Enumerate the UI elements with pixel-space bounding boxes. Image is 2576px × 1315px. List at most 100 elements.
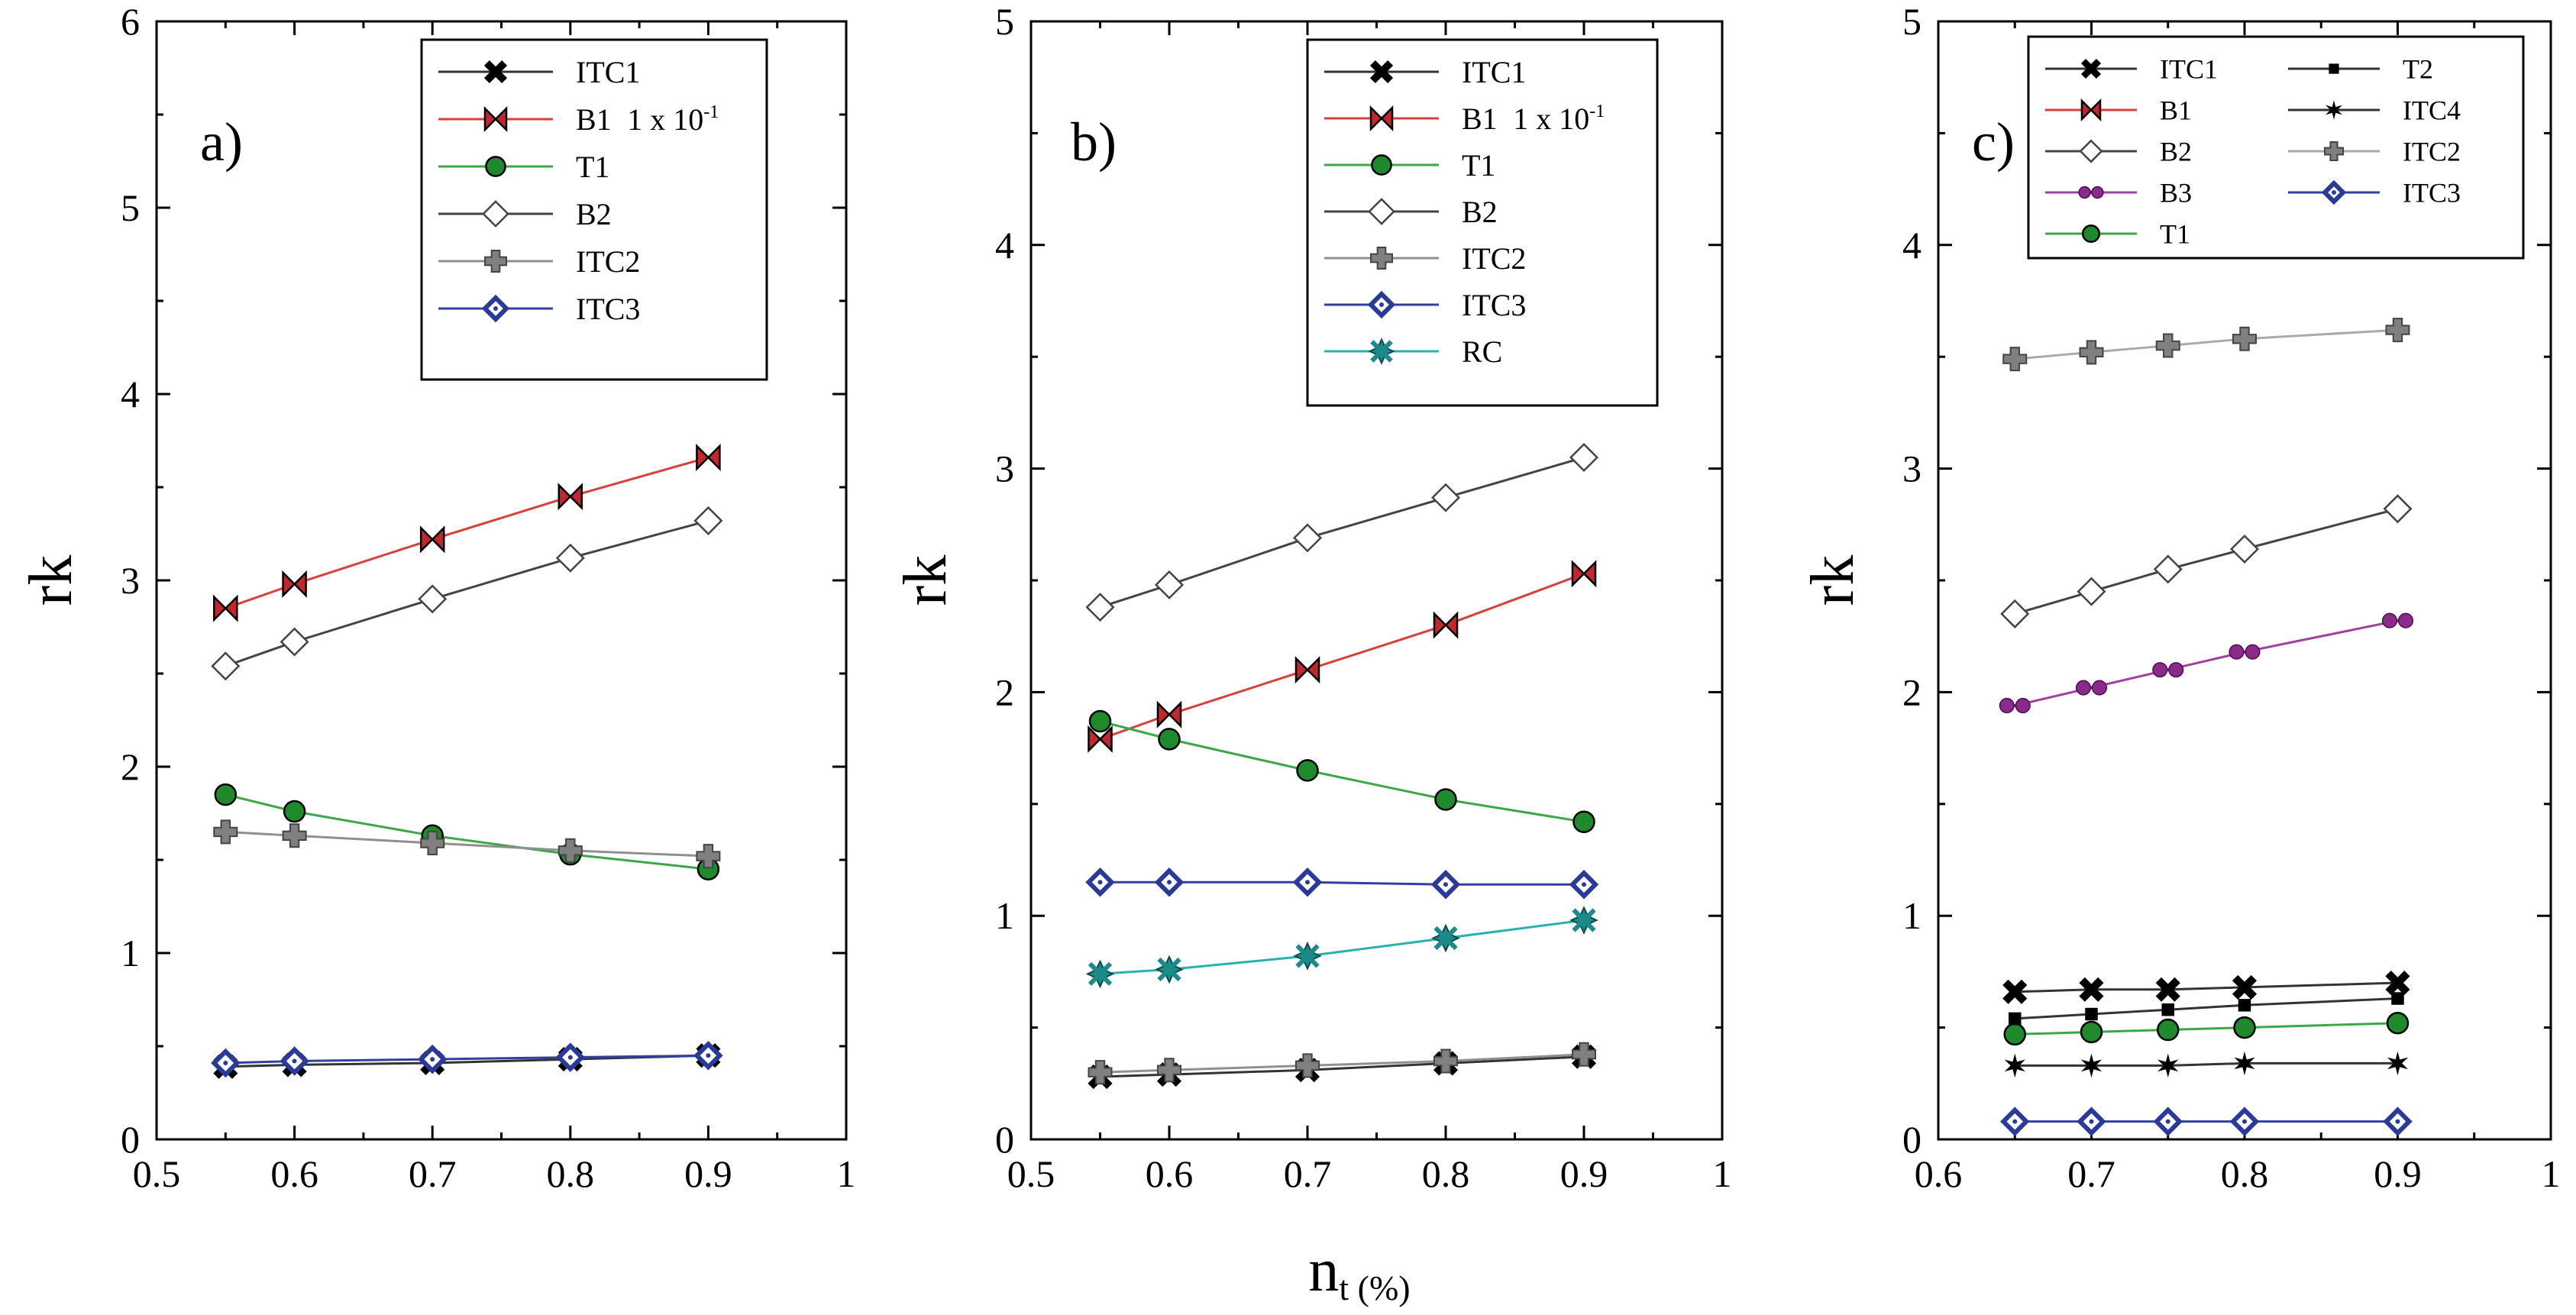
data-point xyxy=(1295,1053,1320,1078)
data-point xyxy=(211,651,241,681)
data-point xyxy=(2234,1051,2255,1076)
data-point xyxy=(1294,656,1320,684)
series-line xyxy=(2014,619,2398,707)
y-tick-label: 5 xyxy=(995,0,1014,43)
data-point xyxy=(2391,992,2404,1005)
legend-entry-itc2: ITC2 xyxy=(438,244,640,279)
panel-label: c) xyxy=(1972,111,2015,173)
y-tick-label: 0 xyxy=(1902,1118,1921,1161)
x-tick-label: 0.8 xyxy=(1422,1152,1470,1195)
data-point xyxy=(2383,494,2413,524)
data-point xyxy=(2079,977,2104,1002)
y-tick-label: 3 xyxy=(995,447,1014,490)
legend-marker xyxy=(2079,139,2103,163)
x-tick-label: 0.8 xyxy=(547,1152,595,1195)
data-point xyxy=(418,584,448,614)
legend-entry-itc3: ITC3 xyxy=(2288,178,2461,208)
legend-marker xyxy=(1369,105,1394,132)
legend-label: ITC1 xyxy=(2160,54,2218,85)
legend-label: RC xyxy=(1462,334,1502,369)
series-b2 xyxy=(2000,494,2413,628)
data-point xyxy=(2383,1107,2413,1136)
legend-marker xyxy=(1368,338,1395,365)
series-itc3 xyxy=(2000,1107,2413,1136)
x-tick-label: 1 xyxy=(2542,1152,2561,1195)
data-point xyxy=(1292,868,1323,897)
panel-label: a) xyxy=(200,111,243,173)
y-tick-label: 0 xyxy=(995,1118,1014,1161)
legend-marker xyxy=(2324,141,2344,161)
data-point xyxy=(696,844,721,869)
data-point xyxy=(280,627,309,657)
series-itc2 xyxy=(213,819,721,869)
data-point xyxy=(2009,1012,2022,1026)
x-tick-label: 0.7 xyxy=(1284,1152,1332,1195)
legend-marker xyxy=(484,250,507,273)
data-point xyxy=(2232,326,2257,351)
data-point xyxy=(2233,1016,2256,1039)
data-point xyxy=(2232,974,2258,1000)
legend-label: B2 xyxy=(576,197,612,231)
data-point xyxy=(419,525,445,554)
legend-entry-b1: B1 1 x 10-1 xyxy=(1324,102,1605,136)
y-tick-label: 6 xyxy=(121,0,140,43)
data-point xyxy=(558,483,583,511)
data-point xyxy=(2153,1107,2183,1136)
series-t1 xyxy=(1088,709,1595,833)
data-point xyxy=(2229,534,2260,564)
data-point xyxy=(1569,906,1598,935)
legend-marker xyxy=(1370,247,1393,270)
chart-panel-3: 0.6 0.7 0.8 0.9 1012345rkc)ITC1B1B2B3T1T2ITC… xyxy=(1799,0,2561,1195)
data-point xyxy=(282,570,307,598)
y-tick-label: 4 xyxy=(1902,224,1921,267)
legend-label: ITC3 xyxy=(1462,288,1526,322)
x-tick-label: 1 xyxy=(837,1152,856,1195)
x-tick-label: 0.6 xyxy=(270,1152,318,1195)
y-tick-label: 5 xyxy=(1902,0,1921,43)
legend-marker xyxy=(2326,100,2342,120)
legend-entry-itc2: ITC2 xyxy=(2288,137,2461,167)
data-point xyxy=(1433,611,1459,639)
legend-label: ITC3 xyxy=(2403,178,2461,208)
data-point xyxy=(1434,788,1457,811)
legend-label: ITC1 xyxy=(1462,55,1526,89)
series-b1 xyxy=(213,443,721,622)
data-point xyxy=(2079,340,2104,365)
x-tick-label: 0.5 xyxy=(133,1152,181,1195)
data-point xyxy=(2155,333,2180,358)
data-point xyxy=(1433,1048,1458,1074)
series-line xyxy=(2014,507,2398,615)
legend-label: ITC2 xyxy=(1462,241,1526,276)
legend-entry-itc4: ITC4 xyxy=(2288,95,2461,126)
x-tick-label: 0.9 xyxy=(2374,1152,2422,1195)
x-tick-label: 0.9 xyxy=(1560,1152,1608,1195)
data-point xyxy=(1155,955,1184,984)
legend-marker xyxy=(2080,98,2102,122)
legend-marker xyxy=(2329,63,2339,74)
data-point xyxy=(1085,593,1115,622)
x-tick-label: 0.7 xyxy=(2067,1152,2115,1195)
data-point xyxy=(1154,868,1185,897)
data-point xyxy=(2157,1018,2180,1042)
legend-label: T2 xyxy=(2403,54,2433,85)
series-rc xyxy=(1085,906,1598,989)
data-point xyxy=(213,819,238,845)
data-point xyxy=(2386,1011,2410,1035)
legend: ITC1 B1 B2 B3 T1 T2 ITC4 ITC2 ITC3 xyxy=(2027,35,2525,260)
legend-label: B1 xyxy=(2160,95,2192,126)
data-point xyxy=(555,1042,586,1072)
legend-label: B2 xyxy=(1462,195,1498,229)
legend-marker xyxy=(2078,186,2104,199)
series-b2 xyxy=(1085,442,1599,622)
data-point xyxy=(1085,959,1115,989)
y-tick-label: 3 xyxy=(1902,447,1921,490)
legend-marker xyxy=(483,60,508,84)
y-tick-label: 1 xyxy=(995,894,1014,937)
series-line xyxy=(2015,1022,2398,1036)
data-point xyxy=(1572,1042,1596,1067)
data-point xyxy=(1157,1058,1181,1083)
legend-marker xyxy=(481,294,510,323)
data-point xyxy=(1293,942,1322,971)
y-tick-label: 0 xyxy=(121,1118,140,1161)
